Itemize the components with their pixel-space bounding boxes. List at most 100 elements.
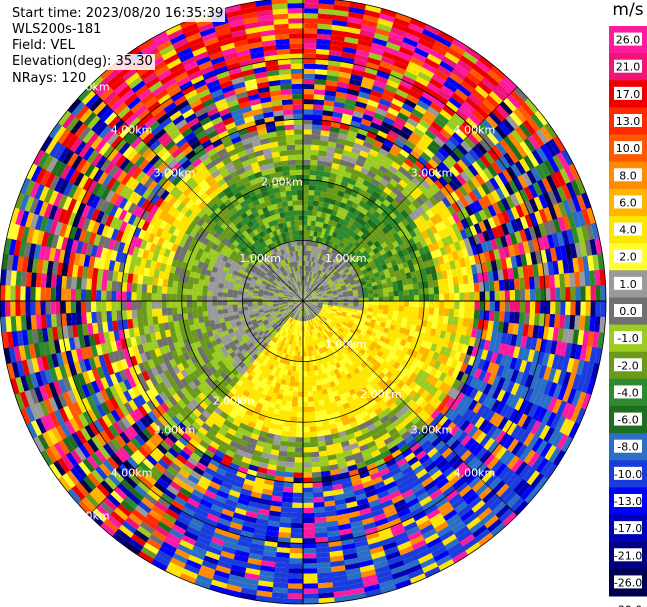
radar-gate <box>432 550 450 563</box>
radar-gate <box>255 349 262 356</box>
radar-gate <box>347 353 354 361</box>
radar-gate <box>258 430 268 438</box>
radar-gate <box>145 453 158 467</box>
radar-gate <box>353 397 362 405</box>
radar-gate <box>478 310 485 321</box>
radar-gate <box>533 377 544 393</box>
radar-gate <box>424 58 441 70</box>
radar-gate <box>310 324 314 330</box>
radar-gate <box>414 104 428 116</box>
radar-gate <box>102 517 119 533</box>
radar-gate <box>137 361 147 373</box>
radar-gate <box>238 492 251 501</box>
radar-gate <box>184 366 193 376</box>
radar-gate <box>451 368 460 380</box>
radar-gate <box>330 242 337 249</box>
radar-gate <box>497 342 506 356</box>
radar-gate <box>318 277 324 283</box>
radar-gate <box>439 60 456 73</box>
radar-gate <box>509 424 522 440</box>
radar-gate <box>357 237 364 245</box>
radar-gate <box>480 77 497 92</box>
radar-gate <box>303 291 306 297</box>
radar-gate <box>574 242 583 259</box>
radar-gate <box>238 592 257 601</box>
radar-gate <box>338 360 345 367</box>
radar-gate <box>345 459 357 468</box>
radar-gate <box>388 147 400 158</box>
radar-gate <box>319 311 325 315</box>
radar-gate <box>468 148 481 162</box>
radar-gate <box>528 362 538 377</box>
radar-gate <box>306 304 310 309</box>
radar-gate <box>178 353 187 363</box>
radar-gate <box>448 439 461 452</box>
radar-gate <box>322 304 328 307</box>
radar-gate <box>301 305 303 312</box>
radar-gate <box>381 161 392 171</box>
radar-gate <box>350 363 358 371</box>
radar-gate <box>291 318 295 325</box>
radar-gate <box>437 559 455 572</box>
radar-gate <box>528 375 539 391</box>
radar-gate <box>348 156 358 165</box>
radar-gate <box>313 301 319 303</box>
radar-gate <box>316 364 322 371</box>
radar-gate <box>29 402 41 421</box>
radar-gate <box>576 375 586 393</box>
radar-gate <box>291 365 297 372</box>
radar-gate <box>432 257 440 267</box>
radar-gate <box>315 359 320 366</box>
radar-gate <box>222 453 234 463</box>
radar-gate <box>438 372 447 383</box>
radar-gate <box>66 388 77 404</box>
radar-gate <box>510 90 526 106</box>
radar-gate <box>308 308 313 314</box>
radar-gate <box>456 173 467 186</box>
radar-gate <box>288 385 295 392</box>
radar-gate <box>331 209 338 217</box>
radar-gate <box>483 310 490 322</box>
radar-gate <box>329 126 341 134</box>
radar-gate <box>350 478 363 487</box>
radar-gate <box>489 290 495 302</box>
radar-gate <box>477 466 491 481</box>
radar-gate <box>198 564 216 575</box>
radar-gate <box>367 541 383 551</box>
radar-gate <box>182 529 199 541</box>
radar-gate <box>307 210 313 216</box>
radar-gate <box>306 286 310 292</box>
radar-gate <box>417 422 428 433</box>
radar-gate <box>197 358 206 368</box>
radar-gate <box>350 231 358 239</box>
radar-gate <box>489 459 504 475</box>
radar-gate <box>391 143 403 154</box>
radar-gate <box>406 530 423 542</box>
radar-gate <box>306 276 309 282</box>
radar-gate <box>373 517 389 528</box>
radar-gate <box>305 270 308 277</box>
radar-gate <box>261 488 273 496</box>
radar-gate <box>461 468 475 482</box>
radar-gate <box>364 342 371 349</box>
radar-gate <box>112 506 129 521</box>
radar-gate <box>244 473 256 482</box>
radar-gate <box>432 192 443 204</box>
radar-gate <box>239 348 247 356</box>
radar-gate <box>534 110 549 127</box>
radar-gate <box>294 442 303 448</box>
radar-gate <box>401 316 408 324</box>
radar-gate <box>471 161 484 175</box>
radar-gate <box>393 453 405 464</box>
radar-gate <box>220 480 233 490</box>
radar-gate <box>382 88 397 99</box>
radar-gate <box>321 308 327 312</box>
radar-gate <box>340 543 356 551</box>
radar-gate <box>328 49 344 57</box>
radar-gate <box>442 384 452 396</box>
radar-gate <box>109 372 119 386</box>
radar-gate <box>295 320 298 326</box>
radar-gate <box>308 185 316 191</box>
radar-gate <box>410 131 423 143</box>
radar-gate <box>193 540 209 551</box>
